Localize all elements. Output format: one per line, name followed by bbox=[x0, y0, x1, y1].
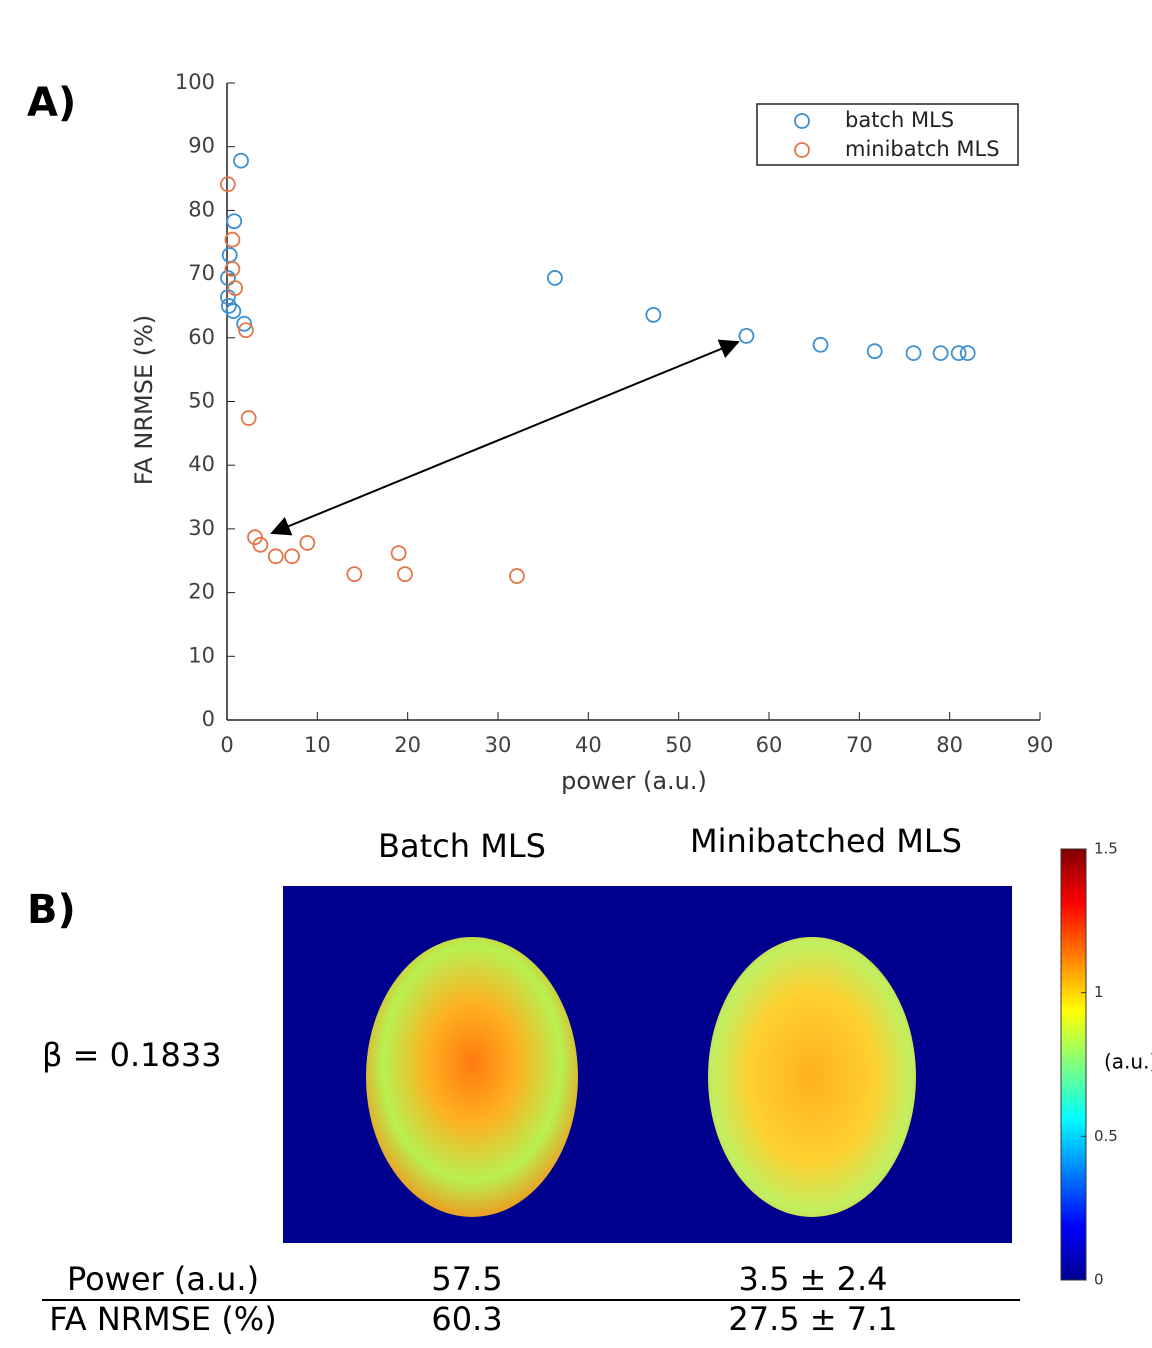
point bbox=[509, 568, 525, 584]
map-title: Batch MLS bbox=[378, 827, 546, 865]
point bbox=[959, 345, 976, 361]
plot: 0 10 20 30 40 50 60 70 80 90 0 10 20 30 40 50 60 70 80 90 10… bbox=[175, 70, 1053, 757]
colorbar-tick-label: 0.5 bbox=[1094, 1127, 1118, 1145]
y-tick-label: 10 bbox=[188, 643, 215, 667]
x-tick-label: 70 bbox=[846, 733, 873, 757]
x-tick-label: 10 bbox=[304, 733, 331, 757]
y-tick-label: 70 bbox=[188, 261, 215, 285]
colorbar bbox=[1060, 848, 1087, 1281]
colorbar-ticks: 0 0.5 1 1.5 bbox=[1081, 840, 1118, 1289]
point bbox=[221, 247, 238, 263]
table: Power (a.u.) 57.5 3.5 ± 2.4 FA NRMSE (%) 60.… bbox=[49, 1260, 897, 1338]
point bbox=[299, 535, 316, 551]
table-cell: Power (a.u.) bbox=[67, 1260, 259, 1298]
brain-map bbox=[366, 937, 578, 1217]
point bbox=[346, 566, 363, 583]
y-tick-label: 30 bbox=[188, 516, 215, 540]
point bbox=[226, 213, 243, 230]
legend-label: minibatch MLS bbox=[845, 137, 1000, 161]
point bbox=[284, 548, 300, 565]
panel-label: B) bbox=[27, 887, 76, 933]
map-title: Minibatched MLS bbox=[690, 822, 962, 860]
legend-label: batch MLS bbox=[845, 108, 954, 132]
y-tick-label: 100 bbox=[175, 70, 215, 94]
point bbox=[224, 231, 241, 248]
colorbar-label: (a.u.) bbox=[1104, 1050, 1152, 1074]
point bbox=[220, 270, 236, 286]
point bbox=[240, 410, 257, 426]
y-axis-label: FA NRMSE (%) bbox=[130, 315, 158, 486]
table-cell: 57.5 bbox=[431, 1260, 502, 1298]
x-tick-label: 60 bbox=[756, 733, 783, 757]
brain-map bbox=[708, 937, 916, 1217]
point bbox=[738, 327, 755, 344]
y-tick-label: 90 bbox=[188, 134, 215, 158]
legend: batch MLS minibatch MLS bbox=[794, 108, 1000, 161]
y-tick-label: 50 bbox=[188, 389, 215, 413]
point bbox=[950, 345, 967, 361]
y-tick-label: 80 bbox=[188, 197, 215, 221]
point bbox=[220, 298, 237, 314]
point bbox=[267, 548, 284, 565]
x-tick-label: 20 bbox=[394, 733, 421, 757]
point bbox=[932, 345, 949, 361]
table-cell: FA NRMSE (%) bbox=[49, 1300, 276, 1338]
colorbar-tick-label: 1.5 bbox=[1094, 840, 1118, 858]
point bbox=[397, 566, 413, 583]
point bbox=[233, 152, 249, 169]
x-tick-label: 40 bbox=[575, 733, 602, 757]
point bbox=[236, 315, 253, 332]
panel-label: A) bbox=[27, 80, 76, 126]
x-tick-label: 50 bbox=[665, 733, 692, 757]
y-tick-label: 20 bbox=[188, 580, 215, 604]
legend-marker bbox=[794, 142, 810, 158]
table-cell: 27.5 ± 7.1 bbox=[728, 1300, 897, 1338]
point bbox=[645, 306, 662, 323]
point bbox=[812, 336, 829, 353]
point bbox=[252, 536, 269, 553]
x-tick-label: 30 bbox=[485, 733, 512, 757]
x-tick-label: 90 bbox=[1027, 733, 1054, 757]
point bbox=[227, 280, 244, 297]
x-tick-label: 80 bbox=[936, 733, 963, 757]
point bbox=[547, 270, 563, 286]
beta-label: β = 0.1833 bbox=[42, 1036, 222, 1074]
point bbox=[225, 303, 242, 319]
point bbox=[220, 176, 236, 193]
x-axis-label: power (a.u.) bbox=[561, 767, 707, 795]
legend-marker bbox=[794, 113, 810, 129]
y-tick-label: 0 bbox=[202, 707, 215, 731]
table-cell: 3.5 ± 2.4 bbox=[739, 1260, 888, 1298]
annotation-arrow bbox=[270, 339, 740, 536]
point bbox=[390, 545, 407, 562]
point bbox=[238, 322, 254, 339]
table-cell: 60.3 bbox=[431, 1300, 502, 1338]
colorbar-tick-label: 1 bbox=[1094, 983, 1104, 1001]
y-tick-label: 40 bbox=[188, 452, 215, 476]
point bbox=[224, 261, 241, 277]
point bbox=[866, 343, 883, 360]
x-tick-label: 0 bbox=[220, 733, 233, 757]
colorbar-tick-label: 0 bbox=[1094, 1271, 1104, 1289]
point bbox=[905, 345, 922, 361]
y-tick-label: 60 bbox=[188, 325, 215, 349]
